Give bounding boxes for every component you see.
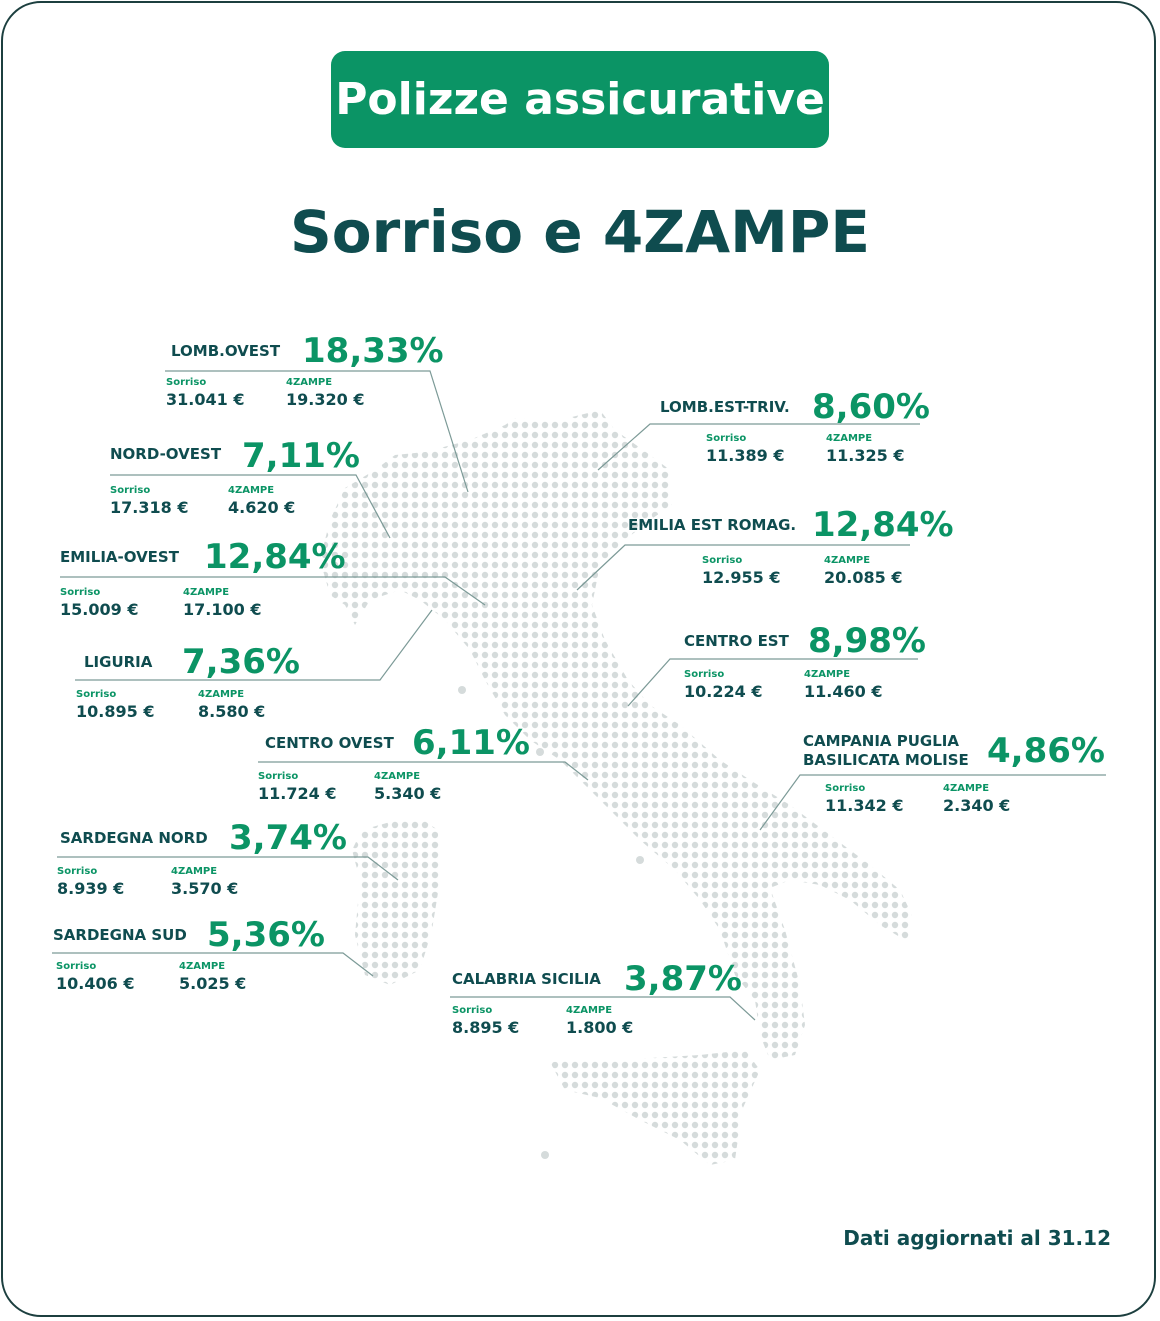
zampe-value: 19.320 € (286, 390, 365, 409)
sorriso-label: Sorriso (166, 377, 207, 388)
update-note: Dati aggiornati al 31.12 (843, 1226, 1111, 1250)
sorriso-label: Sorriso (706, 433, 747, 444)
section-badge: Polizze assicurative (331, 51, 829, 148)
zampe-value: 3.570 € (171, 879, 239, 898)
sorriso-value: 8.939 € (57, 879, 125, 898)
region-name: SARDEGNA SUD (53, 926, 187, 944)
zampe-value: 1.800 € (566, 1018, 634, 1037)
region-name: NORD-OVEST (110, 445, 222, 463)
zampe-value: 11.325 € (826, 446, 905, 465)
sorriso-value: 31.041 € (166, 390, 245, 409)
zampe-label: 4ZAMPE (179, 961, 226, 972)
zampe-value: 8.580 € (198, 702, 266, 721)
region-percent: 3,74% (229, 818, 347, 858)
region-percent: 3,87% (624, 959, 742, 999)
region-percent: 8,60% (812, 387, 930, 427)
zampe-label: 4ZAMPE (286, 377, 333, 388)
sorriso-value: 11.724 € (258, 784, 337, 803)
region-name-line-1: CAMPANIA PUGLIA (803, 732, 959, 750)
region-name: CALABRIA SICILIA (452, 970, 601, 988)
sorriso-value: 10.406 € (56, 974, 135, 993)
region-name: SARDEGNA NORD (60, 829, 208, 847)
sorriso-label: Sorriso (702, 555, 743, 566)
zampe-label: 4ZAMPE (228, 485, 275, 496)
sorriso-label: Sorriso (76, 689, 117, 700)
sorriso-label: Sorriso (825, 783, 866, 794)
sorriso-value: 15.009 € (60, 600, 139, 619)
sorriso-value: 12.955 € (702, 568, 781, 587)
region-name: EMILIA EST ROMAG. (628, 516, 797, 534)
region-name: LOMB.EST-TRIV. (660, 398, 790, 416)
region-percent: 5,36% (207, 915, 325, 955)
zampe-label: 4ZAMPE (171, 866, 218, 877)
sorriso-value: 10.224 € (684, 682, 763, 701)
zampe-value: 2.340 € (943, 796, 1011, 815)
sorriso-label: Sorriso (258, 771, 299, 782)
zampe-label: 4ZAMPE (198, 689, 245, 700)
mainland-shape (320, 410, 912, 1060)
region-name-line-2: BASILICATA MOLISE (803, 751, 969, 769)
sorriso-label: Sorriso (57, 866, 98, 877)
zampe-value: 4.620 € (228, 498, 296, 517)
zampe-value: 17.100 € (183, 600, 262, 619)
sorriso-label: Sorriso (60, 587, 101, 598)
region-percent: 6,11% (412, 723, 530, 763)
sorriso-label: Sorriso (684, 669, 725, 680)
sorriso-value: 8.895 € (452, 1018, 520, 1037)
region-percent: 8,98% (808, 621, 926, 661)
zampe-label: 4ZAMPE (943, 783, 990, 794)
zampe-value: 20.085 € (824, 568, 903, 587)
region-name: LIGURIA (84, 653, 153, 671)
sardinia-shape (352, 818, 440, 985)
zampe-value: 11.460 € (804, 682, 883, 701)
sorriso-label: Sorriso (452, 1005, 493, 1016)
region-percent: 12,84% (204, 537, 346, 577)
region-name: EMILIA-OVEST (60, 548, 179, 566)
zampe-label: 4ZAMPE (374, 771, 421, 782)
region-name: LOMB.OVEST (171, 342, 281, 360)
region-percent: 12,84% (812, 505, 954, 545)
sorriso-value: 10.895 € (76, 702, 155, 721)
zampe-value: 5.340 € (374, 784, 442, 803)
region-name: CENTRO OVEST (265, 734, 394, 752)
zampe-value: 5.025 € (179, 974, 247, 993)
sorriso-label: Sorriso (110, 485, 151, 496)
zampe-label: 4ZAMPE (824, 555, 871, 566)
zampe-label: 4ZAMPE (183, 587, 230, 598)
sicily-shape (550, 1050, 760, 1165)
badge-label: Polizze assicurative (335, 74, 825, 125)
sorriso-label: Sorriso (56, 961, 97, 972)
page-title: Sorriso e 4ZAMPE (290, 198, 870, 266)
leader-lines (52, 370, 1106, 1021)
zampe-label: 4ZAMPE (804, 669, 851, 680)
sorriso-value: 11.342 € (825, 796, 904, 815)
region-percent: 7,11% (242, 436, 360, 476)
zampe-label: 4ZAMPE (826, 433, 873, 444)
zampe-label: 4ZAMPE (566, 1005, 613, 1016)
region-name: CENTRO EST (684, 632, 789, 650)
region-percent: 18,33% (302, 331, 444, 371)
region-percent: 4,86% (987, 731, 1105, 771)
region-percent: 7,36% (182, 642, 300, 682)
sorriso-value: 17.318 € (110, 498, 189, 517)
sorriso-value: 11.389 € (706, 446, 785, 465)
